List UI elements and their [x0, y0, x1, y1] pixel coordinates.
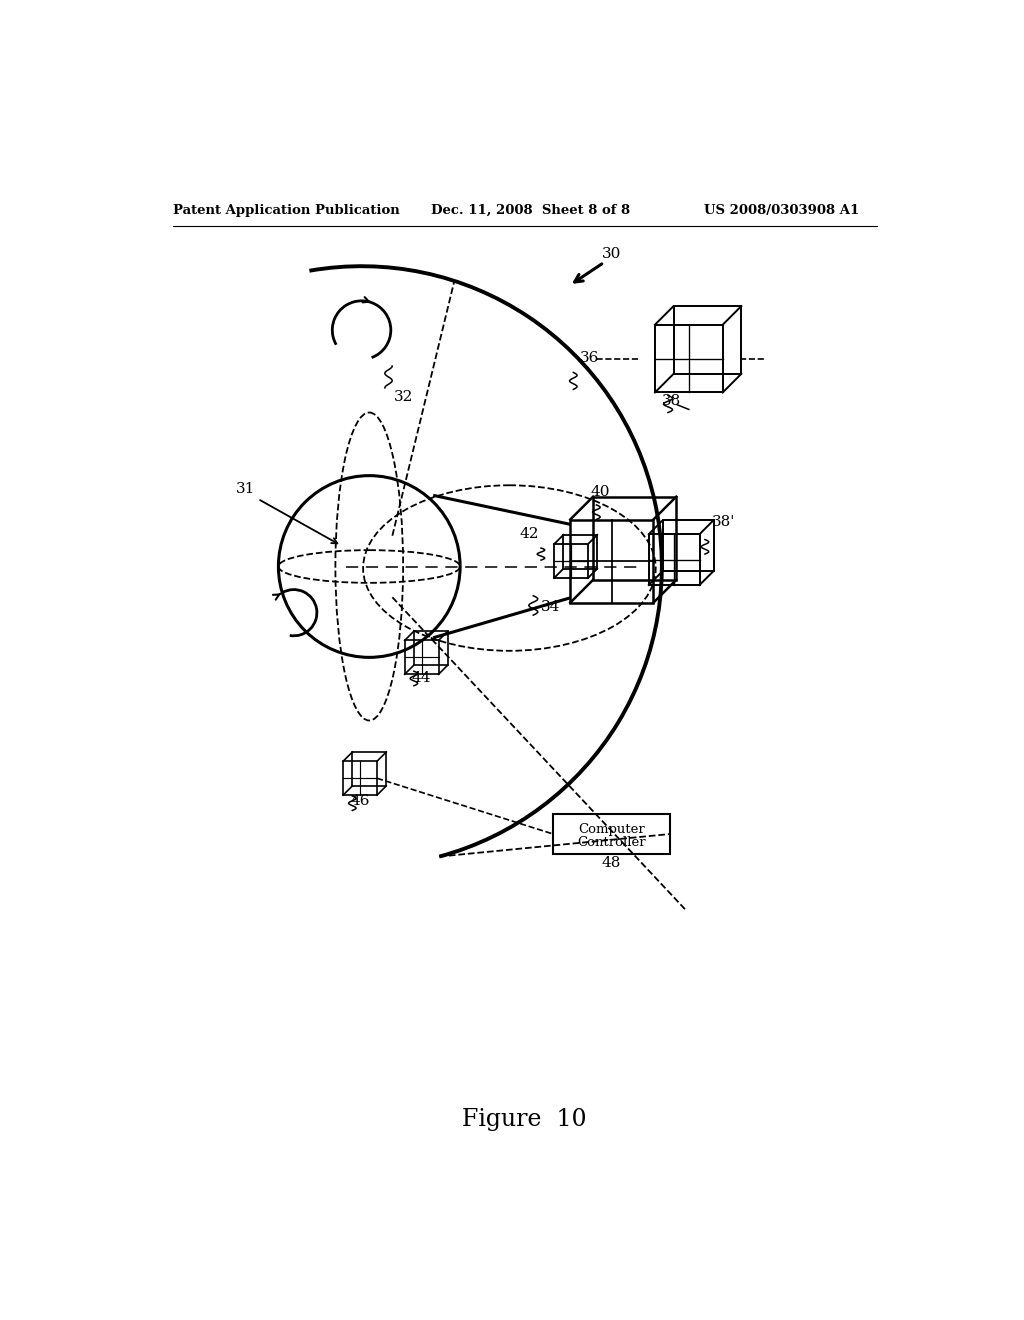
Text: Computer: Computer	[579, 822, 645, 836]
Text: Controller: Controller	[578, 836, 646, 849]
Text: US 2008/0303908 A1: US 2008/0303908 A1	[705, 205, 859, 218]
Text: 38': 38'	[712, 516, 735, 529]
Text: 30: 30	[602, 248, 622, 261]
Text: 46: 46	[350, 795, 370, 808]
Text: 38: 38	[663, 393, 682, 408]
Text: 36: 36	[580, 351, 599, 366]
Text: Dec. 11, 2008  Sheet 8 of 8: Dec. 11, 2008 Sheet 8 of 8	[431, 205, 630, 218]
Text: 44: 44	[412, 671, 431, 685]
Text: 48: 48	[601, 855, 621, 870]
Text: Patent Application Publication: Patent Application Publication	[173, 205, 399, 218]
Text: 42: 42	[519, 527, 539, 541]
Text: 32: 32	[394, 389, 414, 404]
Text: 34: 34	[542, 601, 561, 614]
Text: 31: 31	[237, 482, 256, 496]
Text: 40: 40	[591, 484, 610, 499]
Text: Figure  10: Figure 10	[463, 1107, 587, 1131]
